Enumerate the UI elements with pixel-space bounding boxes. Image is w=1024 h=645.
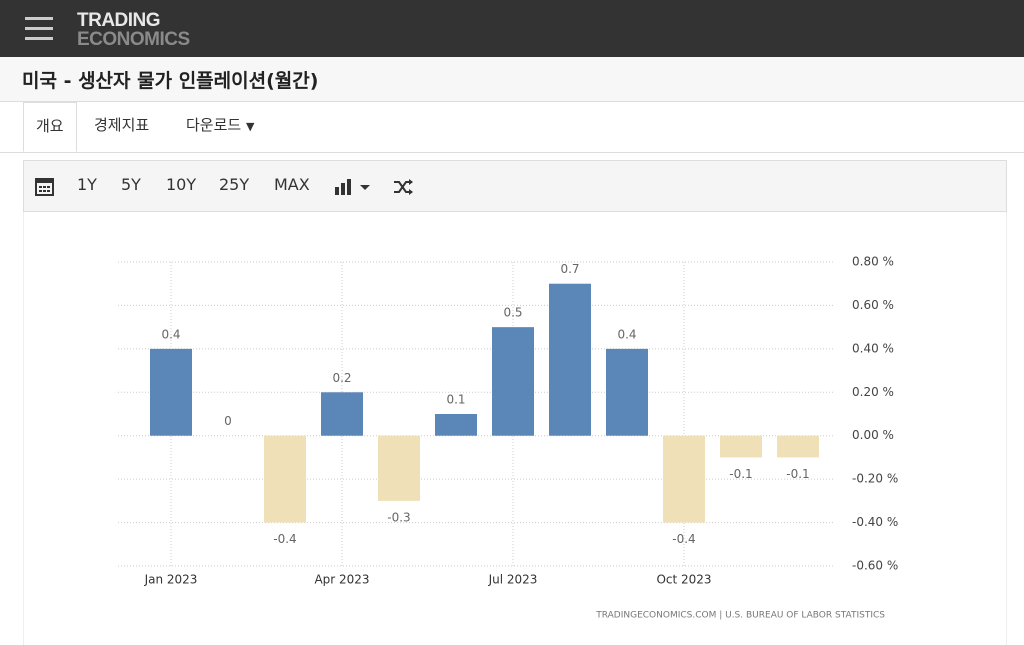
data-label: 0.7 <box>560 262 579 276</box>
y-tick-label: -0.60 % <box>852 559 898 573</box>
data-label: 0 <box>224 414 232 428</box>
menu-icon[interactable] <box>25 17 55 41</box>
range-button[interactable]: 1Y <box>77 175 97 194</box>
tab[interactable]: 개요 <box>23 102 77 152</box>
bar <box>321 392 363 436</box>
chart-panel <box>23 212 1007 645</box>
data-label: 0.4 <box>617 327 636 341</box>
bar <box>150 348 192 436</box>
range-button[interactable]: MAX <box>274 175 310 194</box>
x-tick-label: Apr 2023 <box>314 573 369 587</box>
toolbar: 1Y 5Y 10Y 25Y MAX <box>23 160 1007 212</box>
data-label: 0.4 <box>161 327 180 341</box>
y-tick-label: 0.40 % <box>852 341 894 355</box>
x-tick-label: Oct 2023 <box>656 573 711 587</box>
brand[interactable]: TRADING ECONOMICS <box>77 11 190 49</box>
chart-type-icon[interactable] <box>334 177 374 197</box>
y-tick-label: -0.40 % <box>852 515 898 529</box>
top-bar: TRADING ECONOMICS <box>0 0 1024 57</box>
range-button[interactable]: 25Y <box>219 175 250 194</box>
bar <box>435 414 477 436</box>
y-tick-label: -0.20 % <box>852 472 898 486</box>
tab-label: 다운로드 <box>186 116 242 134</box>
bar <box>720 435 762 458</box>
range-button[interactable]: 5Y <box>121 175 141 194</box>
y-tick-label: 0.00 % <box>852 428 894 442</box>
y-tick-label: 0.80 % <box>852 255 894 269</box>
brand-line: TRADING <box>77 10 161 31</box>
title-bar: 미국 - 생산자 물가 인플레이션(월간) <box>0 57 1024 102</box>
brand-line: ECONOMICS <box>77 29 190 50</box>
tabs: 개요 경제지표 다운로드 ▼ <box>0 102 1024 153</box>
data-label: 0.5 <box>503 306 522 320</box>
shuffle-icon[interactable] <box>393 177 415 197</box>
tab[interactable]: 경제지표 <box>94 116 150 134</box>
tab[interactable]: 다운로드 ▼ <box>174 102 266 152</box>
data-label: -0.4 <box>273 532 296 546</box>
bar <box>606 348 648 436</box>
bar <box>777 435 819 458</box>
calendar-icon[interactable] <box>35 177 55 197</box>
data-label: 0.1 <box>446 393 465 407</box>
x-tick-label: Jul 2023 <box>488 573 538 587</box>
bar <box>264 435 306 523</box>
source-note: TRADINGECONOMICS.COM | U.S. BUREAU OF LA… <box>595 611 885 621</box>
data-label: -0.4 <box>672 532 695 546</box>
dropdown-caret: ▼ <box>245 120 255 133</box>
x-tick-label: Jan 2023 <box>144 573 198 587</box>
y-tick-label: 0.20 % <box>852 385 894 399</box>
data-label: -0.1 <box>786 467 809 481</box>
y-tick-label: 0.60 % <box>852 298 894 312</box>
bar <box>663 435 705 523</box>
data-label: 0.2 <box>332 371 351 385</box>
data-label: -0.1 <box>729 467 752 481</box>
data-label: -0.3 <box>387 510 410 524</box>
bar <box>492 327 534 436</box>
range-button[interactable]: 10Y <box>166 175 197 194</box>
bar <box>378 435 420 501</box>
page-title: 미국 - 생산자 물가 인플레이션(월간) <box>22 70 319 92</box>
bar <box>549 283 591 436</box>
